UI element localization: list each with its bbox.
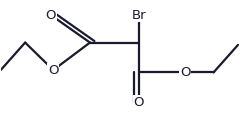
- Text: O: O: [48, 64, 59, 77]
- Text: O: O: [134, 96, 144, 109]
- Text: O: O: [46, 9, 56, 22]
- Text: Br: Br: [132, 9, 146, 22]
- Text: O: O: [180, 66, 191, 79]
